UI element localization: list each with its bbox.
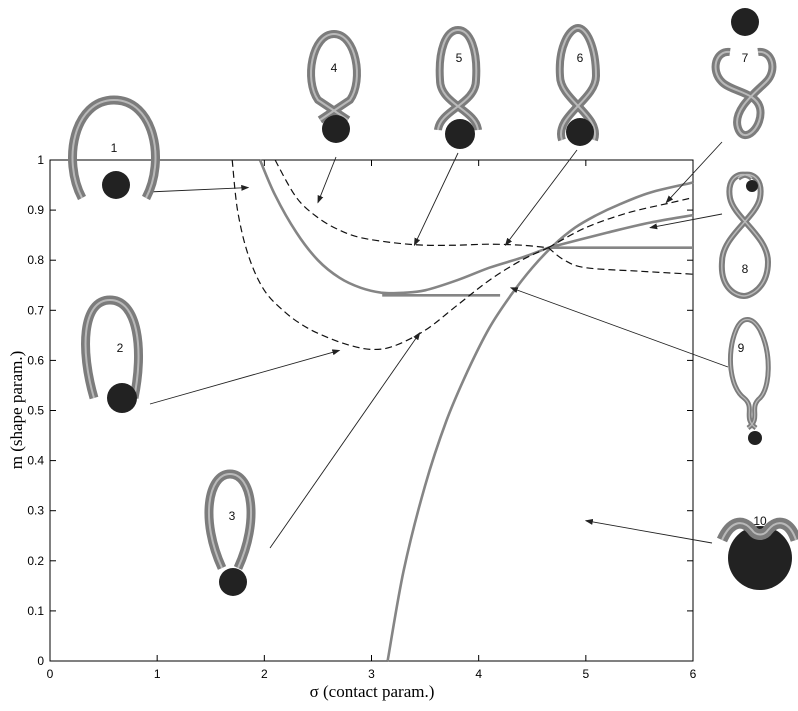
x-tick-label: 0 (47, 667, 54, 681)
x-tick-label: 3 (368, 667, 375, 681)
shape-9-diagram: 9 (728, 317, 771, 445)
arrow-4 (317, 156, 337, 204)
y-tick-label: 0.4 (27, 454, 44, 468)
x-tick-label: 2 (261, 667, 268, 681)
shape-10-diagram: 10 (716, 514, 798, 590)
dashed-curve-8 (548, 197, 694, 249)
y-tick-label: 0.7 (27, 303, 44, 317)
y-tick-label: 1 (37, 153, 44, 167)
shape-2-diagram: 2 (81, 295, 143, 413)
arrow-7 (665, 141, 723, 204)
y-tick-label: 0.5 (27, 404, 44, 418)
shape-1-diagram: 1 (68, 95, 160, 201)
arrow-9 (509, 287, 729, 368)
x-tick-label: 5 (582, 667, 589, 681)
arrow-10 (584, 518, 713, 544)
shape-4-diagram: 4 (307, 29, 361, 143)
shape-3-label: 3 (229, 509, 236, 523)
y-tick-label: 0.2 (27, 554, 44, 568)
dashed-curve-9 (547, 247, 694, 275)
arrow-6 (504, 149, 578, 246)
shape-3-diagram: 3 (204, 469, 256, 596)
series-layer (231, 159, 694, 662)
y-tick-label: 0.6 (27, 353, 44, 367)
y-tick-label: 0.9 (27, 203, 44, 217)
arrow-2 (149, 349, 341, 405)
shape-5-diagram: 5 (434, 25, 482, 149)
shape-6-label: 6 (577, 51, 584, 65)
arrow-5 (413, 152, 459, 247)
shape-7-diagram: 7 (711, 8, 777, 139)
y-axis-label: m (shape param.) (7, 351, 26, 469)
solid-curve-5 (547, 213, 694, 249)
x-axis-label: σ (contact param.) (310, 682, 435, 701)
x-tick-label: 4 (475, 667, 482, 681)
shape-6-diagram: 6 (555, 23, 601, 146)
y-tick-label: 0.3 (27, 504, 44, 518)
shape-5-label: 5 (456, 51, 463, 65)
y-tick-label: 0 (37, 654, 44, 668)
shape-9-label: 9 (738, 341, 745, 355)
dashed-curve-7 (231, 159, 549, 351)
arrow-3 (269, 332, 421, 549)
x-tick-label: 6 (690, 667, 697, 681)
annotation-arrows (147, 141, 729, 549)
shape-4-label: 4 (331, 61, 338, 75)
solid-curve-2 (386, 181, 694, 662)
shape-8-label: 8 (742, 262, 749, 276)
shape-2-label: 2 (117, 341, 124, 355)
shape-1-label: 1 (111, 141, 118, 155)
y-tick-label: 0.1 (27, 604, 44, 618)
arrow-1 (147, 184, 250, 193)
shape-7-label: 7 (742, 51, 749, 65)
shape-8-diagram: 8 (718, 171, 772, 300)
y-tick-label: 0.8 (27, 253, 44, 267)
solid-curve-1 (258, 159, 549, 295)
shape-10-label: 10 (753, 514, 767, 528)
axis-ticks: 0 1 2 3 4 5 6 0 0.1 0.2 0.3 0.4 0.5 0.6 0.7 0.8 0.9 1 (27, 153, 696, 681)
x-tick-label: 1 (154, 667, 161, 681)
dashed-curve-6 (274, 159, 549, 249)
arrow-8 (649, 213, 723, 230)
